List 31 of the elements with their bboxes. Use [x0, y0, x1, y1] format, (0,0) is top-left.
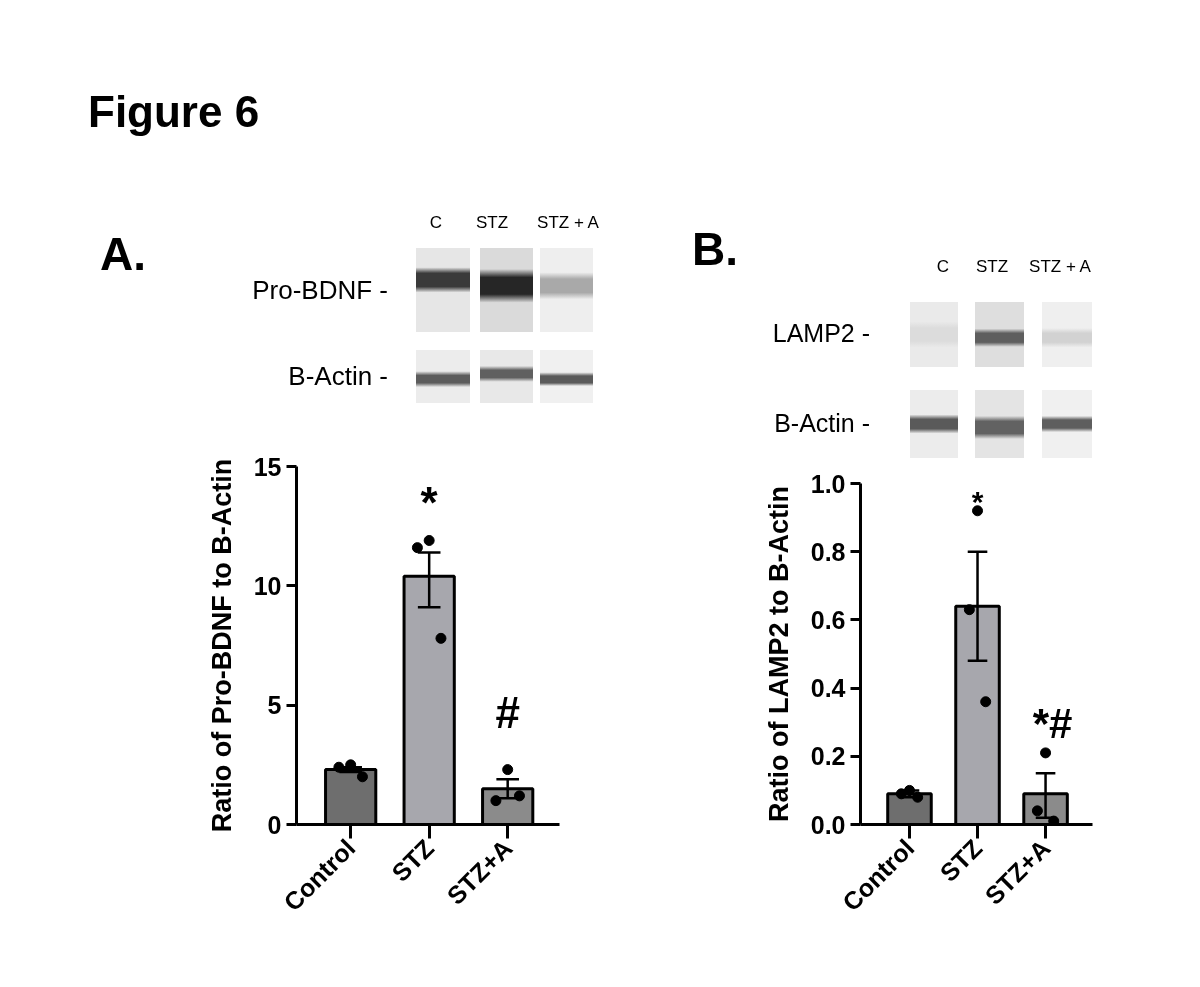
annotation: *: [971, 484, 984, 518]
chart-title: Figure 6: [88, 87, 260, 136]
chart-subtitle: B.: [692, 223, 738, 275]
y-axis-title: Ratio of LAMP2 to B-Actin: [763, 486, 794, 822]
text: LAMP2 -: [772, 319, 870, 348]
text: STZ: [975, 256, 1009, 277]
y-tick-label: 0.0: [810, 810, 846, 839]
text: C: [936, 256, 950, 277]
y-tick-label: 0.2: [810, 742, 846, 771]
y-tick-label: 1.0: [810, 469, 846, 498]
y-tick-label: 0: [267, 810, 282, 839]
text: STZ: [475, 212, 509, 233]
y-tick-label: 0.6: [810, 605, 846, 634]
text: STZ + A: [1029, 256, 1091, 277]
chart-subtitle: A.: [100, 228, 146, 280]
annotation: *: [420, 477, 439, 527]
y-tick-label: 5: [267, 691, 282, 720]
annotation: *#: [1032, 700, 1073, 748]
text: STZ + A: [537, 212, 599, 233]
x-tick-label: STZ: [934, 833, 988, 887]
text: Pro-BDNF -: [252, 274, 388, 305]
text: B-Actin -: [288, 360, 388, 391]
y-tick-label: 0.4: [810, 674, 846, 703]
y-tick-label: 0.8: [810, 537, 846, 566]
annotation: #: [495, 688, 520, 738]
y-tick-label: 15: [253, 452, 282, 481]
text: B-Actin -: [774, 409, 870, 438]
text: C: [429, 212, 443, 233]
x-tick-label: STZ: [385, 833, 440, 887]
y-tick-label: 10: [253, 571, 282, 600]
y-axis-title: Ratio of Pro-BDNF to B-Actin: [206, 458, 237, 833]
